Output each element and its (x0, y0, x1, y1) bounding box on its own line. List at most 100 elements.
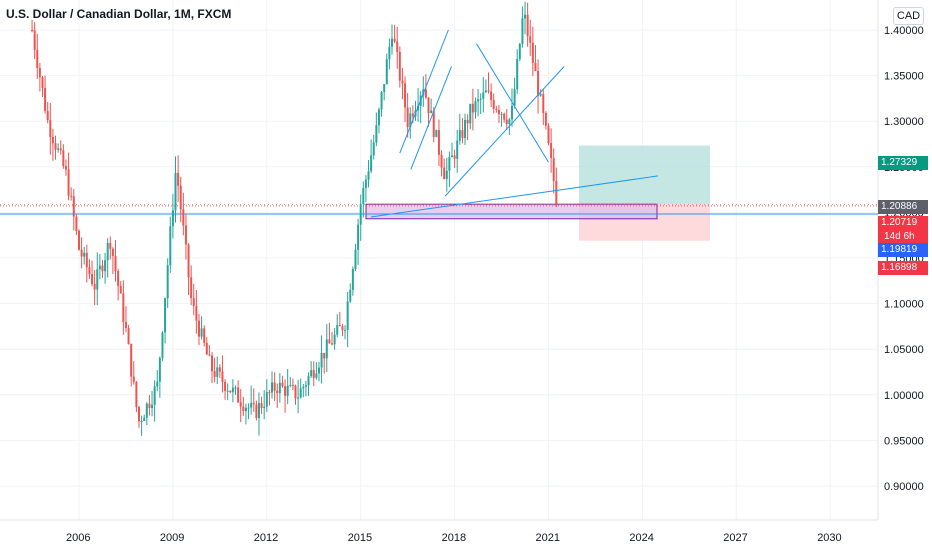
candle-body (471, 103, 474, 113)
candle-body (526, 14, 529, 37)
candle-body (80, 249, 83, 257)
candle-body (101, 265, 104, 272)
candle-body (83, 252, 86, 257)
candle-body (85, 252, 88, 268)
candle-body (49, 120, 52, 138)
candle-body (174, 172, 177, 211)
candle-body (244, 407, 247, 411)
candle-body (260, 403, 263, 409)
candle-body (513, 89, 516, 106)
candle-body (36, 49, 39, 69)
currency-button[interactable]: CAD (893, 7, 924, 25)
candle-body (166, 265, 169, 299)
candle-body (484, 90, 487, 93)
candle-body (401, 80, 404, 84)
candle-body (435, 129, 438, 137)
last-price-label: 1.20719 (878, 216, 928, 230)
candle-body (41, 77, 44, 88)
candle-body (349, 289, 352, 302)
candle-body (440, 154, 443, 168)
candle-body (156, 381, 159, 387)
candle-body (135, 381, 138, 408)
time-tick-label: 2021 (536, 532, 560, 544)
candle-body (466, 119, 469, 124)
candle-body (211, 355, 214, 372)
trend-line (399, 29, 449, 154)
candle-body (393, 38, 396, 42)
candle-body (96, 269, 99, 290)
candle-body (294, 385, 297, 399)
candle-body (492, 100, 495, 109)
candle-body (464, 119, 467, 138)
candle-body (534, 62, 537, 71)
resistance-price-label: 1.20886 (878, 200, 928, 214)
candle-body (299, 388, 302, 398)
candle-body (278, 382, 281, 393)
candle-body (351, 269, 354, 290)
candle-body (479, 98, 482, 100)
price-tick-label: 1.40000 (884, 25, 924, 37)
candle-body (555, 181, 558, 204)
candle-body (531, 42, 534, 63)
candle-body (31, 30, 34, 31)
candle-body (213, 371, 216, 377)
candle-body (377, 109, 380, 126)
candle-body (75, 216, 78, 231)
candle-body (487, 90, 490, 92)
candle-body (197, 320, 200, 337)
candle-body (482, 92, 485, 99)
candle-body (317, 367, 320, 374)
candle-body (70, 195, 73, 197)
candle-body (59, 148, 62, 151)
candle-body (370, 155, 373, 172)
candle-body (38, 68, 41, 78)
candle-body (46, 110, 49, 121)
candle-body (119, 285, 122, 294)
candle-body (93, 284, 96, 290)
candle-body (443, 167, 446, 180)
trend-line (370, 175, 659, 218)
candle-body (104, 260, 107, 272)
candle-body (208, 354, 211, 356)
candle-body (458, 130, 461, 141)
candle-body (145, 403, 148, 418)
candle-body (477, 99, 480, 102)
stop-loss-price-label: 1.16898 (878, 261, 928, 275)
candle-body (469, 103, 472, 124)
support-box (365, 203, 658, 220)
candle-body (453, 155, 456, 159)
price-tick-label: 1.35000 (884, 71, 924, 83)
candle-body (409, 113, 412, 128)
candle-body (111, 248, 114, 257)
candle-body (51, 137, 54, 144)
candle-body (247, 407, 250, 409)
candle-body (192, 298, 195, 307)
candle-body (424, 89, 427, 98)
candle-body (140, 420, 143, 422)
candle-body (132, 376, 135, 382)
time-tick-label: 2015 (348, 532, 372, 544)
symbol-title[interactable]: U.S. Dollar / Canadian Dollar, 1M, FXCM (6, 7, 232, 21)
candle-body (417, 105, 420, 111)
candle-body (445, 170, 448, 180)
candle-body (427, 97, 430, 114)
candle-body (302, 386, 305, 389)
candle-body (148, 403, 151, 409)
candle-body (255, 404, 258, 418)
candle-body (310, 370, 313, 377)
candle-body (391, 38, 393, 47)
candle-body (62, 150, 65, 166)
candle-body (388, 46, 391, 60)
price-tick-label: 1.10000 (884, 299, 924, 311)
price-tick-label: 1.30000 (884, 116, 924, 128)
candle-body (331, 343, 334, 345)
candle-body (78, 230, 80, 250)
candle-body (57, 148, 60, 150)
candle-body (187, 244, 190, 278)
candle-body (88, 267, 91, 275)
candle-body (229, 390, 232, 393)
candle-body (64, 165, 67, 170)
candle-body (524, 14, 527, 19)
